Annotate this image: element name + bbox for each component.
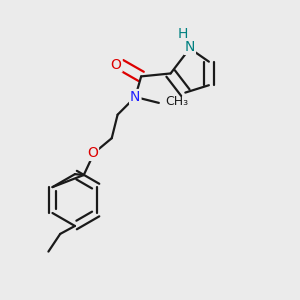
Text: H: H [177, 27, 188, 41]
Text: O: O [87, 146, 98, 160]
Text: N: N [130, 90, 140, 104]
Text: N: N [184, 40, 195, 54]
Text: CH₃: CH₃ [165, 95, 188, 108]
Text: O: O [111, 58, 122, 72]
